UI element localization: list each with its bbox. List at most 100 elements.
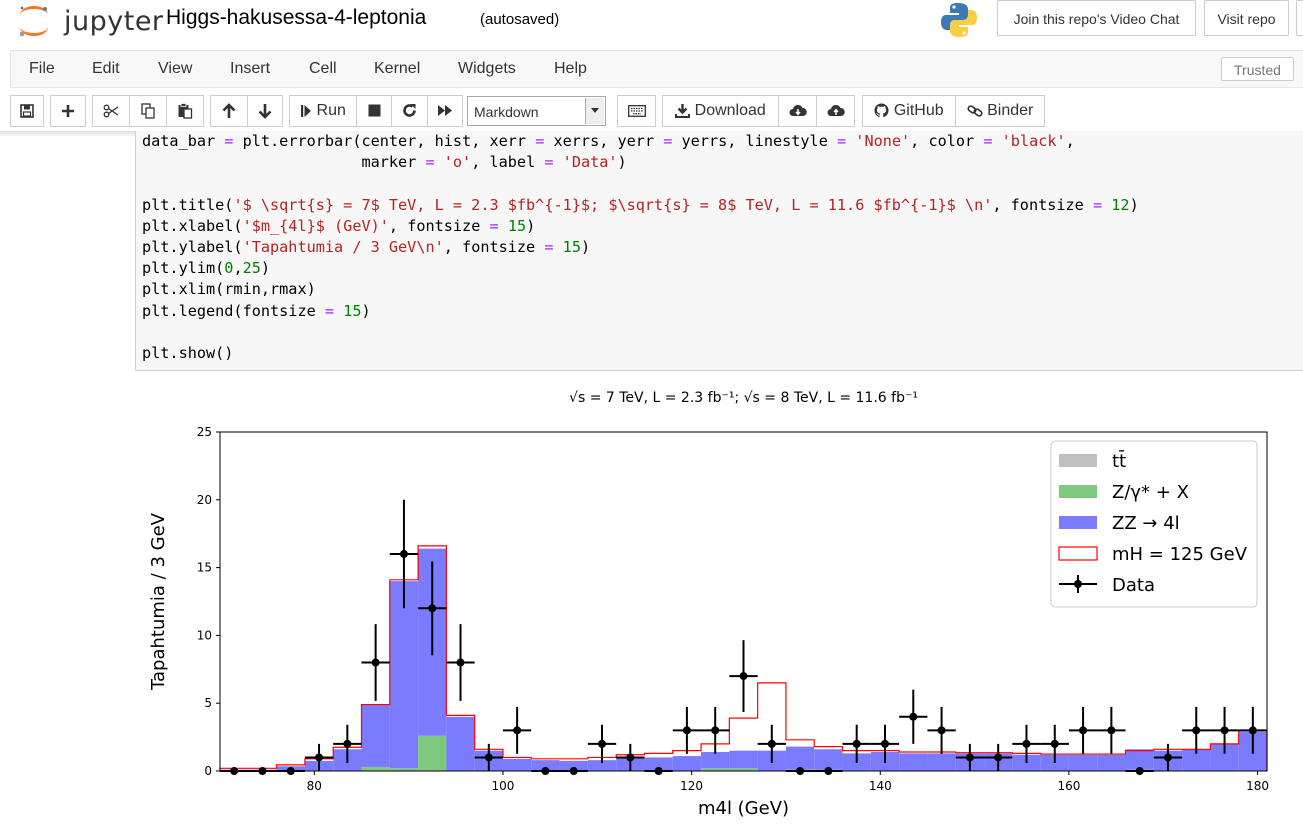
cell-type-value: Markdown (474, 104, 539, 120)
video-chat-button[interactable]: Join this repo's Video Chat (997, 0, 1196, 36)
data-point (909, 712, 918, 721)
legend-swatch (1059, 485, 1097, 498)
chevron-down-icon (585, 98, 604, 124)
paste-icon (178, 102, 193, 119)
stop-icon (368, 104, 380, 117)
data-point (965, 753, 974, 762)
bar-zz (729, 750, 758, 769)
bar-zz (446, 716, 475, 771)
download-button[interactable]: Download (662, 95, 779, 127)
jupyter-logo[interactable]: jupyter (14, 3, 163, 39)
bar-zz (587, 760, 617, 771)
code-editor[interactable]: data_bar = plt.errorbar(center, hist, xe… (142, 132, 1139, 363)
notebook-header: jupyter Higgs-hakusessa-4-leptonia (auto… (0, 0, 1303, 48)
scissors-icon (103, 104, 119, 118)
bar-zz (502, 758, 532, 771)
data-point (569, 767, 578, 775)
menu-view[interactable]: View (158, 60, 193, 77)
step-forward-icon (301, 104, 312, 117)
command-palette-button[interactable] (617, 95, 656, 127)
bar-zgamma (389, 768, 419, 771)
legend-label: mH = 125 GeV (1112, 544, 1248, 565)
cell-type-select[interactable]: Markdown (467, 96, 606, 126)
bar-zz (672, 756, 702, 771)
bar-zgamma (729, 768, 758, 771)
github-label: GitHub (893, 102, 944, 119)
menu-kernel[interactable]: Kernel (374, 60, 421, 77)
insert-cell-button[interactable] (50, 95, 86, 127)
run-button[interactable]: Run (289, 95, 357, 127)
download-label: Download (694, 102, 766, 119)
menubar: File Edit View Insert Cell Kernel Widget… (10, 50, 1303, 88)
keyboard-icon (627, 104, 646, 117)
python-logo-icon (940, 1, 978, 39)
binder-button[interactable]: Binder (955, 95, 1045, 127)
restart-button[interactable] (391, 95, 428, 127)
header-extra-button[interactable] (1296, 0, 1303, 36)
data-point (541, 767, 550, 775)
cut-button[interactable] (92, 95, 130, 127)
interrupt-button[interactable] (356, 95, 392, 127)
legend-label: Z/γ* + X (1112, 482, 1189, 503)
menu-insert[interactable]: Insert (230, 60, 271, 77)
x-tick-label: 100 (492, 779, 515, 793)
data-point (258, 767, 267, 775)
menu-edit[interactable]: Edit (92, 60, 120, 77)
bar-zgamma (361, 766, 390, 771)
legend-box (1050, 440, 1258, 608)
legend-label: ZZ → 4l (1112, 513, 1180, 534)
data-point (739, 672, 748, 681)
link-icon (967, 105, 983, 117)
menu-file[interactable]: File (29, 60, 55, 77)
download-icon (675, 104, 691, 119)
arrow-down-icon (258, 103, 272, 119)
bar-zz (701, 752, 730, 769)
notebook-name[interactable]: Higgs-hakusessa-4-leptonia (166, 6, 427, 29)
visit-repo-button[interactable]: Visit repo (1204, 0, 1289, 36)
cloud-download-icon (789, 105, 807, 117)
menu-widgets[interactable]: Widgets (458, 60, 516, 77)
y-tick-label: 0 (204, 764, 212, 778)
data-point (1163, 753, 1172, 762)
data-point (1050, 739, 1059, 748)
autosave-status: (autosaved) (480, 11, 560, 28)
data-point (824, 767, 833, 775)
cloud-download-button[interactable] (778, 95, 817, 127)
bar-zz (531, 760, 560, 771)
y-tick-label: 15 (197, 561, 212, 575)
legend-marker (1074, 580, 1082, 588)
save-button[interactable] (10, 95, 44, 127)
menu-cell[interactable]: Cell (309, 60, 337, 77)
legend-swatch (1059, 516, 1097, 529)
data-point (1220, 726, 1229, 735)
data-point (456, 658, 465, 667)
y-tick-label: 5 (204, 696, 212, 710)
data-point (371, 658, 380, 667)
logo-text: jupyter (64, 6, 164, 37)
bar-zgamma (701, 768, 730, 771)
copy-icon (141, 103, 155, 119)
data-point (654, 767, 663, 775)
legend-label: Data (1112, 575, 1155, 596)
data-point (1022, 739, 1031, 748)
bar-zz (389, 581, 419, 769)
paste-button[interactable] (166, 95, 204, 127)
restart-run-all-button[interactable] (427, 95, 463, 127)
data-point (1107, 726, 1116, 735)
menu-help[interactable]: Help (554, 60, 587, 77)
move-up-button[interactable] (210, 95, 248, 127)
move-down-button[interactable] (247, 95, 283, 127)
data-point (1135, 767, 1144, 775)
data-point (682, 726, 691, 735)
data-point (626, 753, 635, 762)
cloud-upload-button[interactable] (816, 95, 855, 127)
y-tick-label: 20 (197, 493, 212, 507)
copy-button[interactable] (129, 95, 167, 127)
github-button[interactable]: GitHub (862, 95, 956, 127)
code-cell-input[interactable]: data_bar = plt.errorbar(center, hist, xe… (135, 131, 1303, 371)
data-point (286, 767, 295, 775)
trusted-indicator[interactable]: Trusted (1221, 57, 1294, 81)
x-tick-label: 80 (307, 779, 322, 793)
github-icon (874, 103, 889, 118)
data-point (230, 767, 239, 775)
